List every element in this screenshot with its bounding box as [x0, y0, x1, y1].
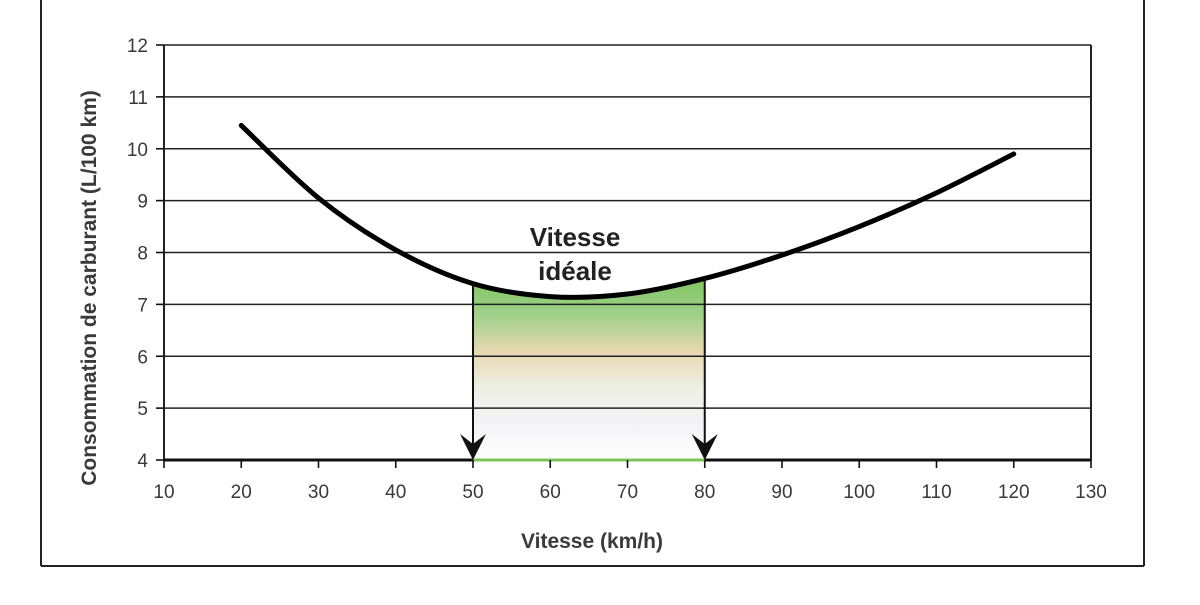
y-tick-label-9: 9 — [137, 192, 148, 213]
ideal-speed-label-line1: Vitesse — [530, 222, 621, 252]
x-tick-label-70: 70 — [617, 482, 638, 503]
x-tick-label-10: 10 — [153, 482, 174, 503]
x-axis-label: Vitesse (km/h) — [521, 530, 663, 553]
x-tick-label-110: 110 — [921, 482, 951, 503]
tick-layer: 10 20 30 40 50 60 70 80 90 100 110 120 130 4 5 6 7 8 9 10 11… — [127, 36, 1107, 503]
x-tick-label-20: 20 — [231, 482, 252, 503]
y-tick-label-11: 11 — [128, 88, 148, 109]
x-tick-label-60: 60 — [540, 482, 561, 503]
y-tick-label-12: 12 — [127, 36, 148, 57]
x-tick-label-50: 50 — [462, 482, 483, 503]
x-tick-label-130: 130 — [1075, 482, 1107, 503]
arrow-head-50 — [460, 434, 486, 460]
x-tick-label-100: 100 — [843, 482, 875, 503]
x-tick-label-90: 90 — [771, 482, 792, 503]
arrow-layer — [460, 278, 718, 460]
x-tick-label-80: 80 — [694, 482, 715, 503]
curve-layer — [238, 122, 1017, 300]
y-axis-label: Consommation de carburant (L/100 km) — [78, 90, 101, 486]
x-tick-label-40: 40 — [385, 482, 406, 503]
x-tick-label-30: 30 — [308, 482, 329, 503]
y-tick-label-7: 7 — [137, 295, 148, 316]
x-tick-label-120: 120 — [998, 482, 1030, 503]
y-tick-label-8: 8 — [137, 244, 148, 265]
y-tick-label-10: 10 — [127, 140, 148, 161]
arrow-head-80 — [691, 434, 718, 460]
y-tick-label-5: 5 — [137, 399, 148, 420]
ideal-speed-label-line2: idéale — [538, 256, 612, 286]
ideal-speed-band — [473, 273, 705, 460]
ideal-speed-band-layer — [473, 273, 705, 460]
y-tick-label-6: 6 — [137, 347, 148, 368]
fuel-consumption-curve — [238, 122, 1017, 300]
y-tick-label-4: 4 — [137, 451, 148, 472]
